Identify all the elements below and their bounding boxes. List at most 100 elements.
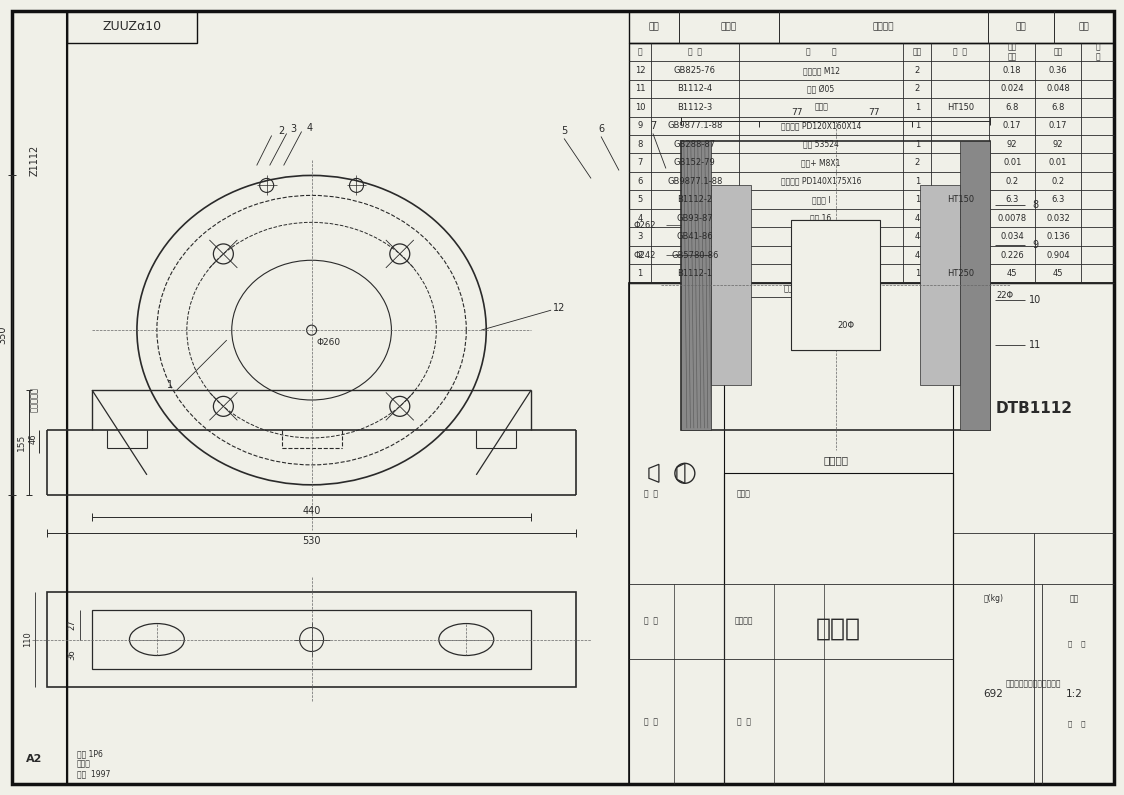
- Text: 轴承 53524: 轴承 53524: [804, 140, 839, 149]
- Text: 处数: 处数: [649, 22, 660, 31]
- Text: 名         称: 名 称: [806, 48, 836, 56]
- Text: 0.904: 0.904: [1046, 250, 1070, 259]
- Text: 共    页: 共 页: [1068, 641, 1086, 647]
- Text: 155: 155: [17, 434, 26, 451]
- Bar: [629, 11, 1114, 43]
- Text: 签名: 签名: [1016, 22, 1026, 31]
- Bar: [67, 11, 197, 43]
- Text: 0.17: 0.17: [1049, 122, 1068, 130]
- Text: 修改内容: 修改内容: [872, 22, 895, 31]
- Bar: [47, 592, 577, 687]
- Text: 1: 1: [915, 140, 921, 149]
- Text: 2: 2: [279, 126, 284, 135]
- Text: 批  准: 批 准: [644, 489, 658, 498]
- Text: 检  验: 检 验: [736, 717, 751, 726]
- Text: 序: 序: [637, 48, 642, 56]
- Text: 530: 530: [302, 536, 320, 545]
- Text: 27: 27: [67, 619, 76, 630]
- Bar: [629, 283, 724, 784]
- Text: Β1112-4: Β1112-4: [678, 84, 713, 93]
- Text: 4: 4: [637, 214, 643, 223]
- Bar: [681, 141, 990, 430]
- Text: GB152-79: GB152-79: [674, 158, 716, 167]
- Text: 2: 2: [637, 250, 643, 259]
- Text: GB5780-86: GB5780-86: [671, 250, 718, 259]
- Text: Φ242: Φ242: [634, 250, 656, 260]
- Text: 日期: 日期: [1079, 22, 1089, 31]
- Text: 2: 2: [915, 66, 921, 75]
- Bar: [629, 283, 1114, 784]
- Text: 8: 8: [1032, 200, 1039, 211]
- Text: GB41-86: GB41-86: [677, 232, 713, 241]
- Text: DTΒ1112: DTΒ1112: [995, 401, 1072, 416]
- Text: 1: 1: [637, 269, 643, 278]
- Text: 油盖 Ø05: 油盖 Ø05: [807, 84, 835, 93]
- Text: 12: 12: [553, 303, 565, 313]
- Bar: [629, 43, 1114, 283]
- Bar: [681, 141, 710, 430]
- Bar: [710, 185, 751, 385]
- Text: 440: 440: [302, 506, 320, 516]
- Text: 骨架油封 PD140X175X16: 骨架油封 PD140X175X16: [781, 176, 861, 186]
- Text: 77: 77: [868, 108, 880, 117]
- Text: 692: 692: [984, 689, 1004, 699]
- Text: 连盖盖 I: 连盖盖 I: [812, 195, 831, 204]
- Text: A2: A2: [26, 754, 43, 764]
- Text: 0.226: 0.226: [1000, 250, 1024, 259]
- Text: 螺母 M16: 螺母 M16: [807, 232, 835, 241]
- Text: 9: 9: [637, 122, 643, 130]
- Text: 总计: 总计: [1053, 48, 1063, 56]
- Text: 2: 2: [915, 158, 921, 167]
- Text: 11: 11: [635, 84, 645, 93]
- Text: 7: 7: [650, 121, 656, 130]
- Text: 1: 1: [166, 380, 173, 390]
- Text: 10: 10: [1030, 295, 1041, 305]
- Text: 350: 350: [0, 326, 7, 344]
- Text: 1: 1: [915, 103, 921, 112]
- Text: 12: 12: [635, 66, 645, 75]
- Text: 6.8: 6.8: [1006, 103, 1018, 112]
- Text: 22Φ: 22Φ: [997, 291, 1014, 300]
- Text: 4: 4: [915, 232, 921, 241]
- Text: 描图入: 描图入: [78, 760, 91, 769]
- Text: 1: 1: [915, 195, 921, 204]
- Text: 3: 3: [637, 232, 643, 241]
- Text: 标准化: 标准化: [737, 489, 751, 498]
- Text: 20Φ: 20Φ: [837, 320, 854, 330]
- Bar: [921, 185, 960, 385]
- Text: 45: 45: [1053, 269, 1063, 278]
- Text: 第    页: 第 页: [1068, 721, 1086, 727]
- Bar: [960, 141, 990, 430]
- Text: 代  号: 代 号: [688, 48, 701, 56]
- Text: ZUUZα10: ZUUZα10: [102, 20, 162, 33]
- Text: 重庆华宇输送机械有限公司: 重庆华宇输送机械有限公司: [1006, 680, 1061, 688]
- Text: 0.36: 0.36: [1049, 66, 1068, 75]
- Text: 校  核: 校 核: [644, 717, 658, 726]
- Text: 0.01: 0.01: [1049, 158, 1068, 167]
- Text: 骨架油封 PD120X160X14: 骨架油封 PD120X160X14: [781, 122, 861, 130]
- Text: 0.18: 0.18: [1003, 66, 1022, 75]
- Text: 技术要求: 技术要求: [823, 455, 849, 465]
- Text: 36: 36: [67, 650, 76, 660]
- Bar: [92, 610, 532, 669]
- Text: GB93-87: GB93-87: [677, 214, 714, 223]
- Text: 0.17: 0.17: [1003, 122, 1022, 130]
- Text: 6: 6: [637, 176, 643, 186]
- Text: 1: 1: [915, 269, 921, 278]
- Text: 图纸文件号: 图纸文件号: [29, 387, 38, 413]
- Bar: [724, 473, 953, 784]
- Text: HT150: HT150: [946, 103, 973, 112]
- Text: 合同号: 合同号: [783, 284, 799, 293]
- Text: GB288-87: GB288-87: [673, 140, 716, 149]
- Text: 0.034: 0.034: [1000, 232, 1024, 241]
- Text: 77: 77: [791, 108, 803, 117]
- Text: 110: 110: [22, 632, 31, 647]
- Text: 92: 92: [1007, 140, 1017, 149]
- Text: 0.2: 0.2: [1052, 176, 1064, 186]
- Text: Z1112: Z1112: [29, 145, 39, 176]
- Text: 5: 5: [561, 126, 568, 135]
- Text: 材  料: 材 料: [953, 48, 968, 56]
- Text: 工艺审查: 工艺审查: [734, 617, 753, 626]
- Text: 9: 9: [1032, 240, 1039, 250]
- Text: 重(kg): 重(kg): [984, 594, 1004, 603]
